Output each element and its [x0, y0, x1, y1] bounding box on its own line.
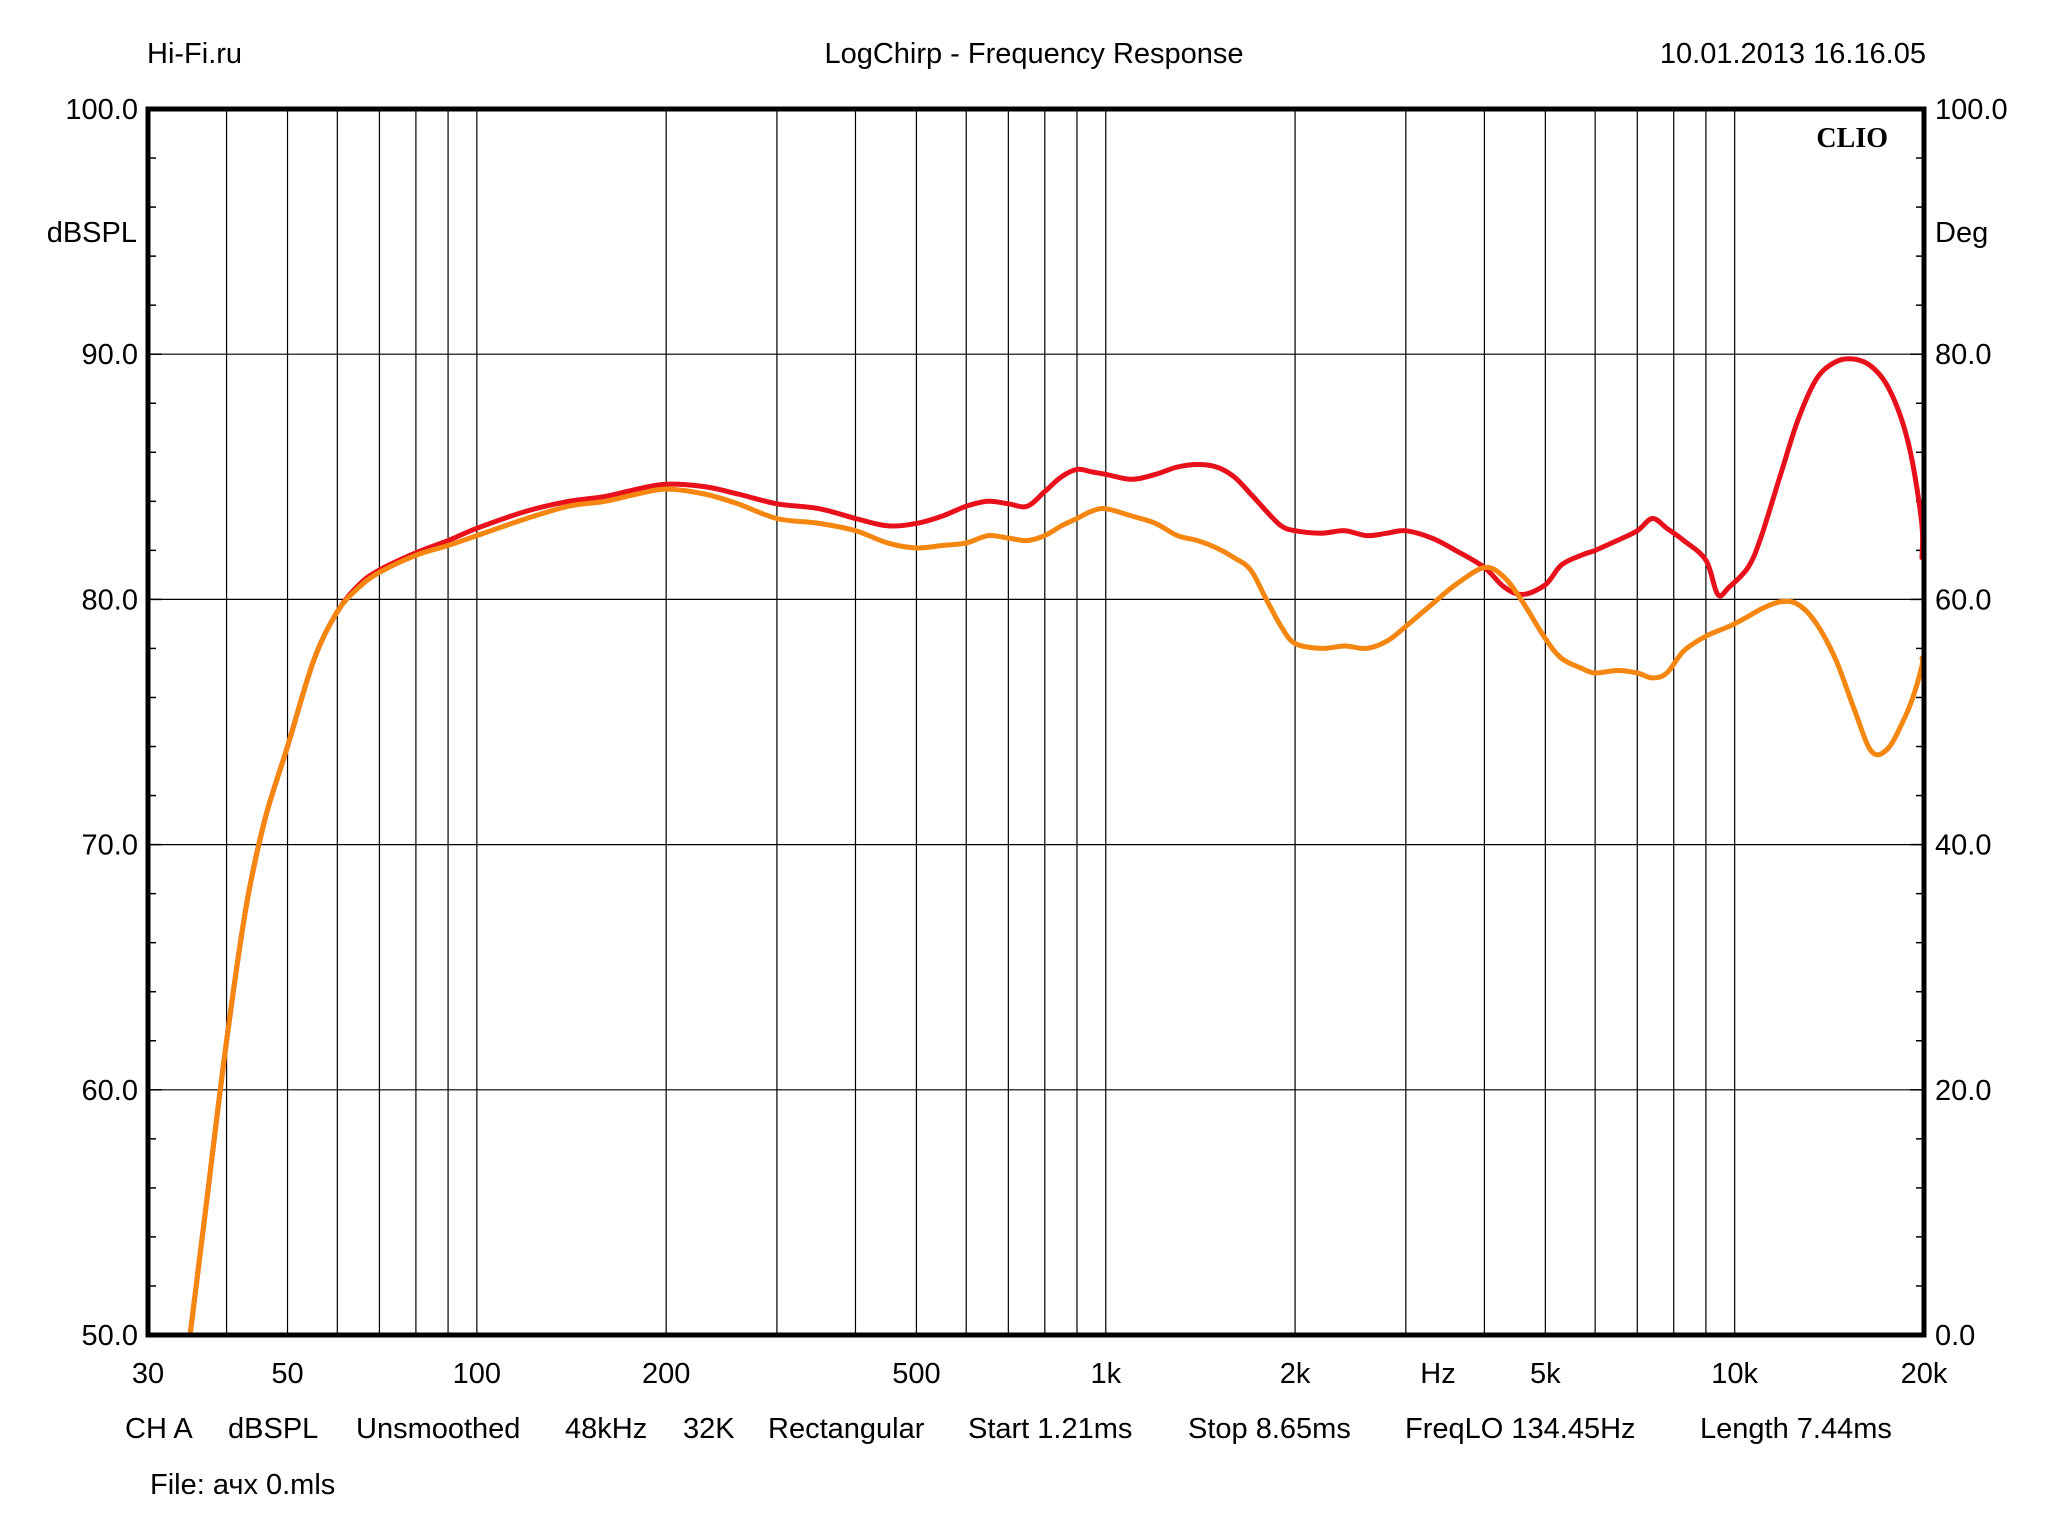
footer-setting: dBSPL — [228, 1413, 318, 1445]
footer-setting: CH A — [125, 1413, 193, 1445]
x-tick-label: 30 — [132, 1358, 164, 1390]
y-tick-label-right: 80.0 — [1935, 339, 1991, 371]
x-axis-label: Hz — [1420, 1358, 1455, 1390]
plot-frame — [145, 106, 1927, 1338]
x-tick-labels: 30 50 100 200 500 1k 2k 5k 10k 20k — [132, 1358, 1948, 1390]
y-tick-label-right: 0.0 — [1935, 1320, 1975, 1352]
y-tick-label-right: 60.0 — [1935, 584, 1991, 616]
minor-gridlines — [225, 109, 1736, 1335]
footer-setting: Unsmoothed — [356, 1413, 520, 1445]
header-site: Hi-Fi.ru — [147, 38, 242, 70]
footer-setting: Rectangular — [768, 1413, 925, 1445]
y-axis-left-label: dBSPL — [47, 217, 137, 249]
y-axis-right-label: Deg — [1935, 217, 1988, 249]
y-tick-label-left: 70.0 — [82, 830, 138, 862]
y-tick-label-left: 60.0 — [82, 1075, 138, 1107]
y-tick-label-right: 20.0 — [1935, 1075, 1991, 1107]
footer-setting: Length 7.44ms — [1700, 1413, 1892, 1445]
footer-setting: 48kHz — [565, 1413, 647, 1445]
x-tick-label: 500 — [892, 1358, 940, 1390]
series-lines — [187, 356, 1926, 1338]
x-tick-label: 200 — [642, 1358, 690, 1390]
y-tick-labels-right: 100.0 80.0 60.0 40.0 20.0 0.0 — [1935, 94, 2008, 1352]
y-tick-label-right: 40.0 — [1935, 830, 1991, 862]
footer-file: File: ачх 0.mls — [150, 1469, 335, 1501]
brand-logo: CLIO — [1816, 123, 1888, 154]
major-gridlines — [148, 353, 1924, 1091]
x-tick-label: 2k — [1280, 1358, 1311, 1390]
footer-setting: 32K — [683, 1413, 735, 1445]
header-title: LogChirp - Frequency Response — [824, 38, 1243, 70]
axis-ticks — [148, 108, 1924, 1336]
series-line-2 — [187, 486, 1926, 1338]
y-tick-label-right: 100.0 — [1935, 94, 2008, 126]
x-tick-label: 20k — [1901, 1358, 1948, 1390]
y-tick-label-left: 100.0 — [65, 94, 138, 126]
y-tick-labels-left: 100.0 90.0 80.0 70.0 60.0 50.0 — [65, 94, 138, 1352]
x-tick-label: 100 — [453, 1358, 501, 1390]
x-tick-label: 1k — [1090, 1358, 1121, 1390]
header-datetime: 10.01.2013 16.16.05 — [1660, 38, 1926, 70]
footer-setting: Stop 8.65ms — [1188, 1413, 1351, 1445]
footer-setting: FreqLO 134.45Hz — [1405, 1413, 1636, 1445]
footer-setting: Start 1.21ms — [968, 1413, 1132, 1445]
x-tick-label: 10k — [1711, 1358, 1758, 1390]
footer-settings: CH A dBSPL Unsmoothed 48kHz 32K Rectangular St… — [125, 1413, 1892, 1445]
y-tick-label-left: 50.0 — [82, 1320, 138, 1352]
x-tick-label: 5k — [1530, 1358, 1561, 1390]
y-tick-label-left: 90.0 — [82, 339, 138, 371]
y-tick-label-left: 80.0 — [82, 584, 138, 616]
series-line-1 — [187, 356, 1926, 1338]
x-tick-label: 50 — [271, 1358, 303, 1390]
